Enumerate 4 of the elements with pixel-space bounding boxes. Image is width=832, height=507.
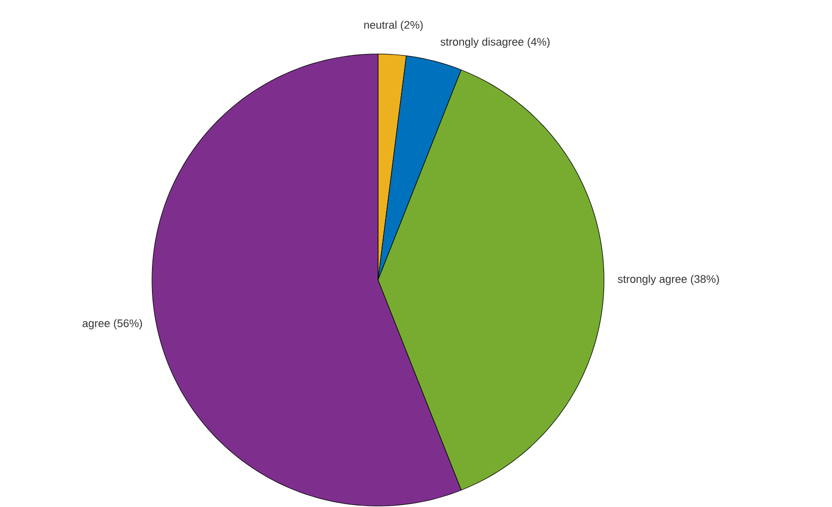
slice-label: strongly agree (38%) — [618, 274, 719, 286]
slice-label: strongly disagree (4%) — [440, 38, 550, 48]
slice-label: neutral (2%) — [364, 20, 423, 31]
slice-label: agree (56%) — [82, 319, 142, 330]
